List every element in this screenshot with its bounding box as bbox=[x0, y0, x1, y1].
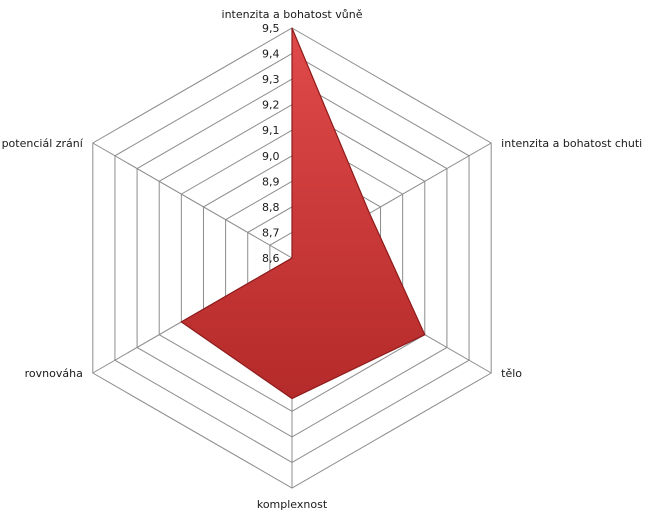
category-labels: intenzita a bohatost vůně intenzita a boh… bbox=[2, 8, 643, 511]
category-label-1: intenzita a bohatost chuti bbox=[501, 137, 642, 150]
radial-tick-labels: 8,6 8,7 8,8 8,9 9,0 9,1 9,2 9,3 9,4 9,5 bbox=[262, 22, 280, 265]
radar-series bbox=[180, 27, 426, 400]
category-label-3: komplexnost bbox=[257, 498, 328, 511]
category-label-0: intenzita a bohatost vůně bbox=[222, 8, 363, 21]
tick-label: 8,9 bbox=[262, 175, 280, 188]
spoke-5 bbox=[92, 142, 293, 259]
tick-label: 8,6 bbox=[262, 252, 280, 265]
tick-label: 9,5 bbox=[262, 22, 280, 35]
tick-label: 8,7 bbox=[262, 226, 280, 239]
tick-label: 9,3 bbox=[262, 73, 280, 86]
series-area-0 bbox=[180, 27, 426, 400]
tick-label: 9,0 bbox=[262, 150, 280, 163]
tick-label: 9,4 bbox=[262, 48, 280, 61]
category-label-2: tělo bbox=[501, 367, 522, 380]
tick-label: 9,2 bbox=[262, 99, 280, 112]
category-label-5: potenciál zrání bbox=[2, 137, 84, 150]
tick-label: 8,8 bbox=[262, 201, 280, 214]
tick-label: 9,1 bbox=[262, 124, 280, 137]
category-label-4: rovnováha bbox=[25, 367, 83, 380]
